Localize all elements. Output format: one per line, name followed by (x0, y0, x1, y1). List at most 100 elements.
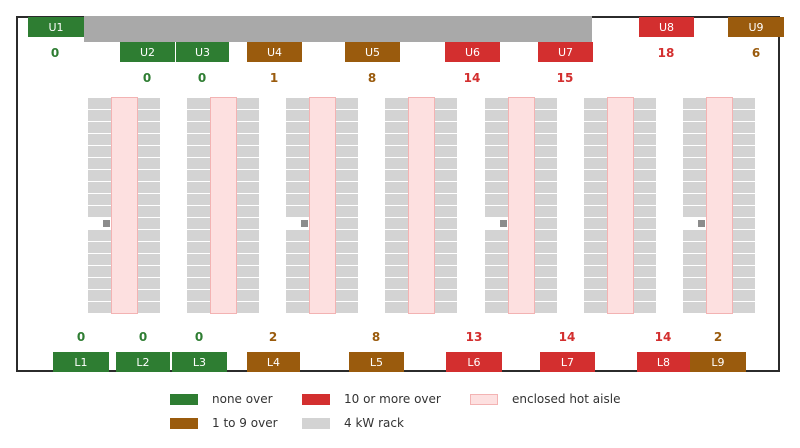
rack (187, 242, 210, 253)
rack (187, 230, 210, 241)
rack (485, 194, 508, 205)
rack (385, 302, 408, 313)
rack (435, 266, 457, 277)
rack (237, 242, 259, 253)
rack (187, 218, 210, 229)
rack (485, 206, 508, 217)
legend-item-none-over: none over (170, 392, 273, 406)
floor-vent (500, 220, 507, 227)
rack (88, 254, 111, 265)
rack (683, 146, 706, 157)
rack (187, 206, 210, 217)
rack (88, 134, 111, 145)
lower-unit-l8: L8 (637, 352, 690, 372)
rack (634, 290, 656, 301)
rack (385, 146, 408, 157)
lower-unit-l1: L1 (53, 352, 109, 372)
rack (237, 290, 259, 301)
rack (336, 146, 358, 157)
rack (237, 98, 259, 109)
floor-vent (103, 220, 110, 227)
rack (584, 266, 607, 277)
rack (584, 182, 607, 193)
rack (584, 254, 607, 265)
rack (237, 218, 259, 229)
rack (683, 122, 706, 133)
rack (88, 182, 111, 193)
rack (584, 98, 607, 109)
rack (485, 254, 508, 265)
rack (634, 254, 656, 265)
rack (336, 218, 358, 229)
rack (138, 230, 160, 241)
rack (138, 134, 160, 145)
rack (187, 290, 210, 301)
rack (435, 122, 457, 133)
lower-unit-l7: L7 (540, 352, 595, 372)
rack (435, 242, 457, 253)
rack (237, 122, 259, 133)
rack (634, 98, 656, 109)
rack (535, 206, 557, 217)
upper-unit-count-u9: 6 (751, 46, 761, 60)
rack (535, 194, 557, 205)
rack (584, 242, 607, 253)
rack (733, 290, 755, 301)
upper-unit-count-u4: 1 (269, 71, 279, 85)
rack (237, 230, 259, 241)
hot-aisle-1 (111, 97, 138, 314)
rack (535, 302, 557, 313)
rack (584, 230, 607, 241)
hot-aisle-2 (210, 97, 237, 314)
rack (385, 134, 408, 145)
rack (683, 134, 706, 145)
lower-unit-l3: L3 (172, 352, 227, 372)
rack (187, 134, 210, 145)
rack (634, 206, 656, 217)
rack (435, 302, 457, 313)
lower-unit-count-l4: 2 (268, 330, 278, 344)
hot-aisle-7 (706, 97, 733, 314)
floor-vent (698, 220, 705, 227)
rack (237, 194, 259, 205)
rack (286, 278, 309, 289)
rack (435, 290, 457, 301)
rack (286, 242, 309, 253)
rack (88, 230, 111, 241)
rack (485, 290, 508, 301)
rack (336, 110, 358, 121)
rack (683, 290, 706, 301)
rack (237, 170, 259, 181)
rack (187, 98, 210, 109)
rack (634, 194, 656, 205)
upper-unit-count-u6: 14 (463, 71, 481, 85)
rack (485, 170, 508, 181)
rack (237, 278, 259, 289)
rack (237, 158, 259, 169)
upper-unit-u3: U3 (176, 42, 229, 62)
rack (286, 182, 309, 193)
rack (385, 194, 408, 205)
rack (138, 254, 160, 265)
rack (584, 278, 607, 289)
rack (336, 302, 358, 313)
rack (187, 170, 210, 181)
rack (733, 194, 755, 205)
upper-unit-count-u2: 0 (142, 71, 152, 85)
rack (385, 230, 408, 241)
rack (138, 158, 160, 169)
rack (237, 110, 259, 121)
rack (733, 134, 755, 145)
rack (634, 182, 656, 193)
upper-unit-count-u7: 15 (556, 71, 574, 85)
rack (88, 170, 111, 181)
rack (187, 146, 210, 157)
rack (535, 98, 557, 109)
rack (138, 302, 160, 313)
legend-label-none-over: none over (212, 392, 273, 406)
legend-label-hot-aisle: enclosed hot aisle (512, 392, 621, 406)
rack (733, 242, 755, 253)
rack (584, 206, 607, 217)
rack (138, 290, 160, 301)
lower-unit-count-l2: 0 (138, 330, 148, 344)
